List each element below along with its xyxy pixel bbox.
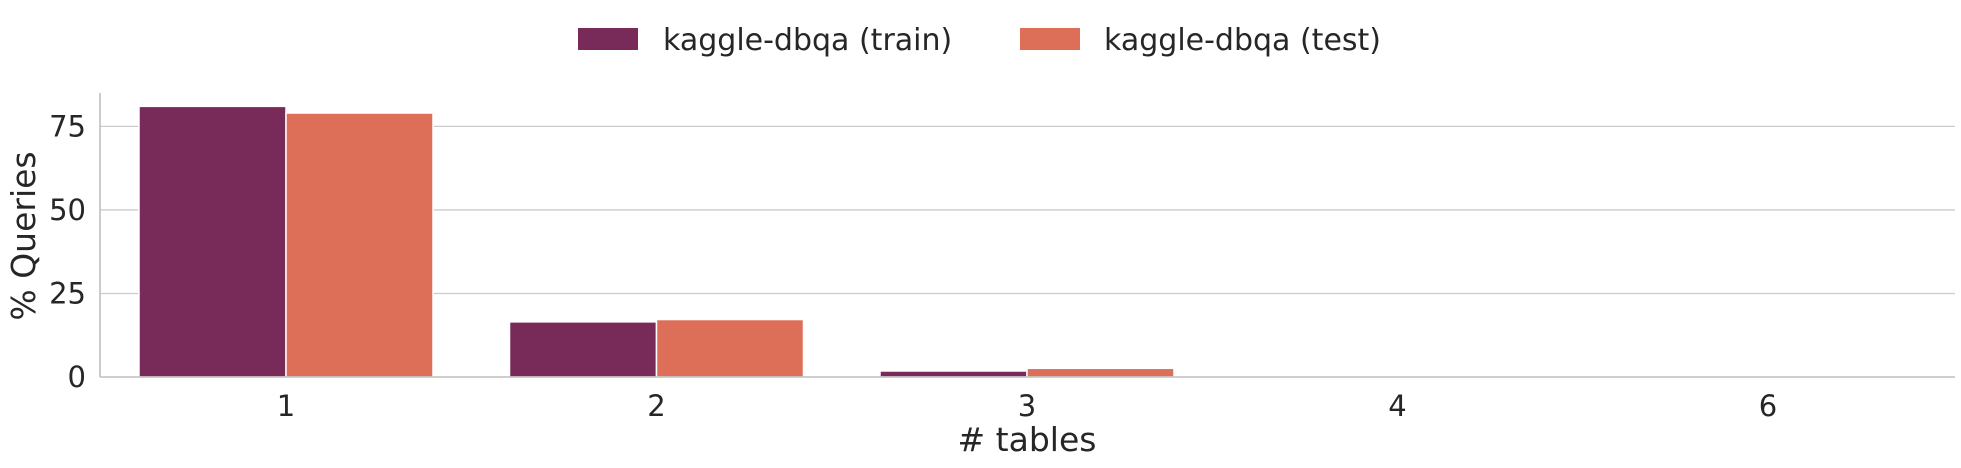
legend-swatch-train xyxy=(578,28,638,50)
y-tick-label-0: 0 xyxy=(68,360,86,394)
x-tick-label-2: 2 xyxy=(647,389,665,423)
y-tick-label-25: 25 xyxy=(49,276,86,310)
bars xyxy=(138,105,1769,378)
x-tick-label-6: 6 xyxy=(1759,389,1777,423)
y-axis-title: % Queries xyxy=(4,151,43,320)
bar-test-2 xyxy=(655,318,805,378)
bar-train-3 xyxy=(879,370,1028,378)
x-tick-label-3: 3 xyxy=(1018,389,1036,423)
legend-swatch-test xyxy=(1020,28,1080,50)
bar-test-3 xyxy=(1026,367,1175,378)
y-tick-label-50: 50 xyxy=(49,193,86,227)
legend: kaggle-dbqa (train) kaggle-dbqa (test) xyxy=(578,23,1381,58)
x-tick-label-4: 4 xyxy=(1388,389,1406,423)
y-tick-labels: 0 25 50 75 xyxy=(49,109,86,394)
legend-label-train: kaggle-dbqa (train) xyxy=(663,23,952,58)
bar-test-1 xyxy=(285,112,434,378)
bar-train-1 xyxy=(138,105,287,378)
x-axis-title: # tables xyxy=(958,420,1097,459)
x-tick-label-1: 1 xyxy=(277,389,295,423)
legend-label-test: kaggle-dbqa (test) xyxy=(1104,23,1381,58)
x-tick-labels: 1 2 3 4 6 xyxy=(277,389,1777,423)
y-tick-label-75: 75 xyxy=(49,109,86,143)
bar-train-2 xyxy=(508,321,658,378)
